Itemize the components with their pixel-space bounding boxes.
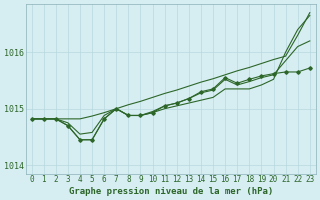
X-axis label: Graphe pression niveau de la mer (hPa): Graphe pression niveau de la mer (hPa) xyxy=(68,187,273,196)
